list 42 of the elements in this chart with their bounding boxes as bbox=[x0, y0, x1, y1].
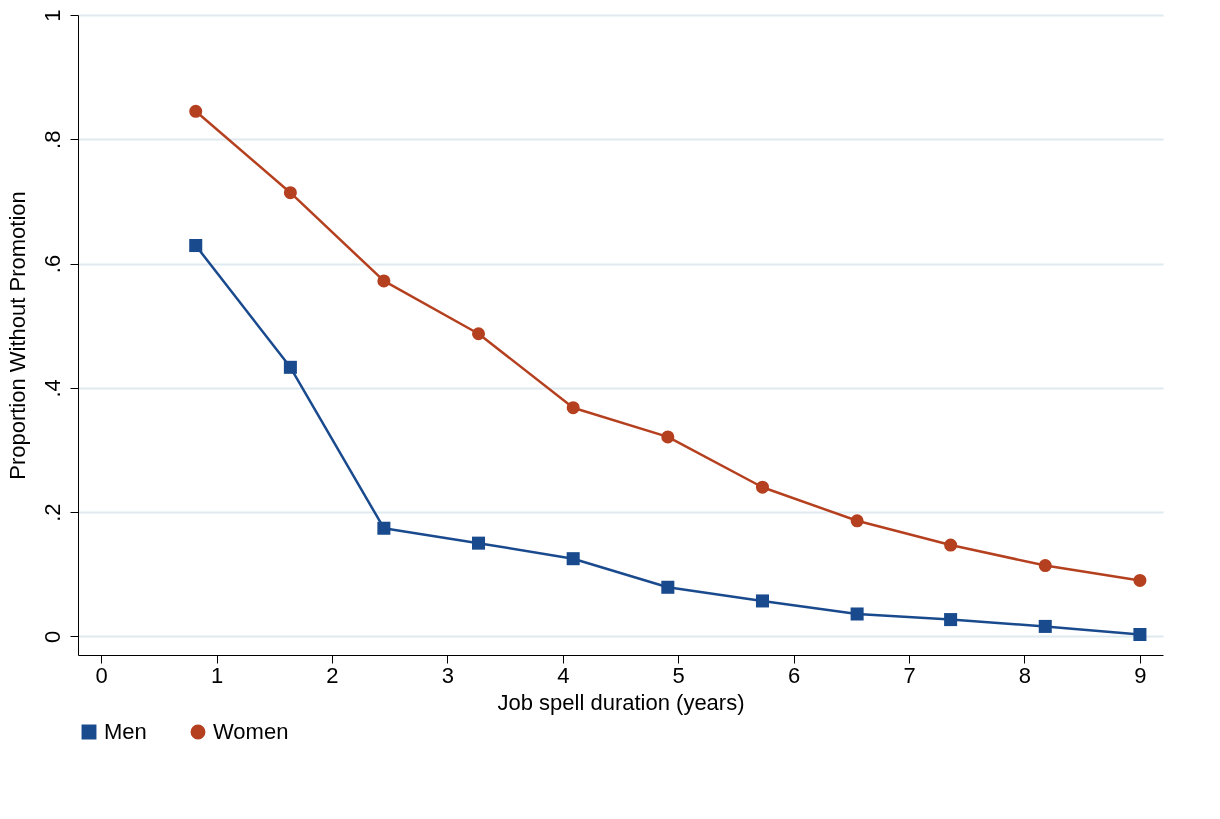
point bbox=[1133, 627, 1147, 642]
x-tick-label: 3 bbox=[441, 662, 454, 688]
legend-label: Men bbox=[104, 719, 147, 744]
x-tick-label: 5 bbox=[672, 662, 685, 688]
y-tick-label: .4 bbox=[39, 379, 65, 398]
point bbox=[377, 274, 391, 288]
point bbox=[1133, 573, 1147, 587]
point bbox=[566, 401, 580, 415]
x-tick-label: 0 bbox=[95, 662, 108, 688]
x-tick-label: 9 bbox=[1134, 662, 1147, 688]
point bbox=[283, 186, 297, 200]
point bbox=[566, 552, 580, 566]
point bbox=[189, 104, 203, 118]
point bbox=[850, 514, 864, 528]
point bbox=[944, 613, 958, 627]
point bbox=[850, 607, 864, 621]
x-tick-label: 7 bbox=[903, 662, 916, 688]
x-axis-title: Job spell duration (years) bbox=[497, 689, 745, 715]
point bbox=[755, 594, 769, 608]
point bbox=[1038, 619, 1052, 633]
point bbox=[377, 521, 391, 535]
point bbox=[1038, 559, 1052, 573]
y-tick-label: 1 bbox=[39, 9, 65, 22]
legend-label: Women bbox=[213, 719, 289, 744]
y-tick-label: .8 bbox=[39, 130, 65, 149]
x-tick-label: 1 bbox=[210, 662, 224, 688]
point bbox=[472, 327, 486, 341]
point bbox=[661, 430, 675, 444]
point bbox=[661, 580, 675, 594]
point bbox=[944, 538, 958, 552]
point bbox=[283, 360, 297, 374]
x-tick-label: 4 bbox=[557, 662, 570, 688]
x-tick-label: 8 bbox=[1018, 662, 1032, 688]
y-axis-title: Proportion Without Promotion bbox=[4, 191, 30, 480]
point bbox=[472, 536, 486, 550]
point bbox=[755, 480, 769, 494]
x-tick-label: 6 bbox=[788, 662, 801, 688]
y-tick-label: 0 bbox=[39, 630, 65, 643]
y-tick-label: .6 bbox=[39, 254, 65, 274]
x-tick-label: 2 bbox=[326, 662, 339, 688]
y-tick-label: .2 bbox=[39, 503, 65, 522]
point bbox=[189, 239, 203, 253]
